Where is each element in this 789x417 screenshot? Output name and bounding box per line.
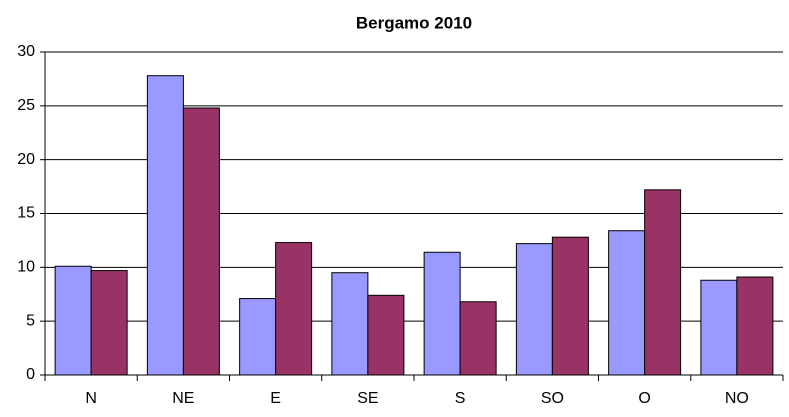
- chart-title: Bergamo 2010: [356, 13, 472, 32]
- bar: [367, 294, 405, 376]
- bar: [146, 75, 184, 376]
- bar: [736, 276, 774, 376]
- y-tick-label: 15: [17, 205, 35, 222]
- x-tick-label: NO: [725, 390, 749, 407]
- bar: [644, 189, 682, 376]
- bar: [551, 236, 589, 376]
- bar: [239, 298, 277, 376]
- x-tick-label: N: [85, 390, 97, 407]
- y-tick-label: 20: [17, 151, 35, 168]
- bar: [423, 251, 461, 376]
- x-tick-label: SO: [541, 390, 564, 407]
- x-tick-label: SE: [357, 390, 378, 407]
- y-tick-label: 25: [17, 97, 35, 114]
- y-tick-label: 5: [26, 312, 35, 329]
- bar: [182, 107, 220, 376]
- x-tick-label: NE: [172, 390, 194, 407]
- bar: [331, 272, 369, 376]
- bar: [700, 279, 738, 376]
- x-tick-label: S: [455, 390, 466, 407]
- bar: [90, 270, 128, 376]
- y-tick-label: 0: [26, 366, 35, 383]
- bar: [54, 265, 92, 376]
- bar: [608, 230, 646, 376]
- bar: [515, 243, 553, 376]
- bar: [275, 242, 313, 376]
- y-tick-label: 30: [17, 43, 35, 60]
- bar: [459, 301, 497, 376]
- y-tick-label: 10: [17, 259, 35, 276]
- x-tick-label: O: [638, 390, 650, 407]
- x-tick-label: E: [270, 390, 281, 407]
